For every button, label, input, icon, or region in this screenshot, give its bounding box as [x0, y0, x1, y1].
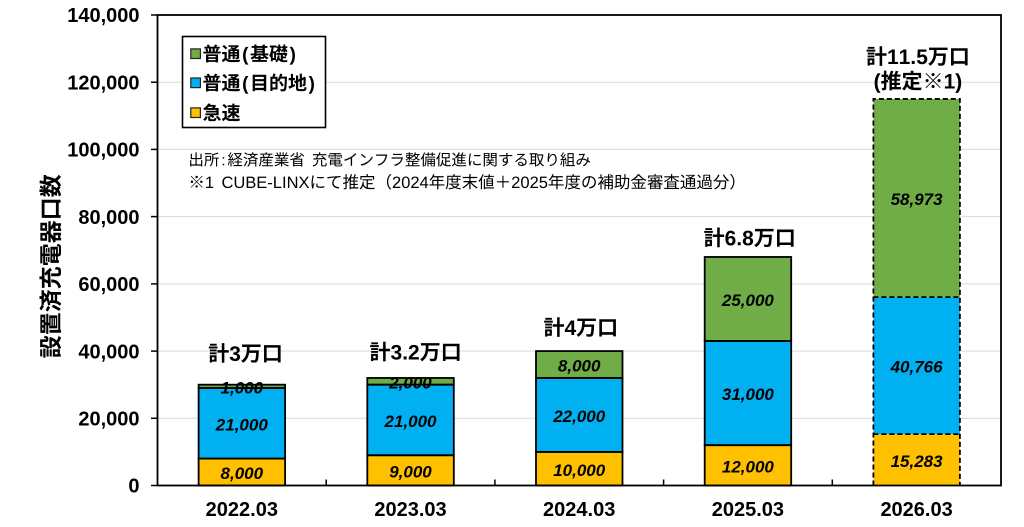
svg-text:0: 0 [128, 476, 139, 498]
svg-text:140,000: 140,000 [67, 5, 139, 27]
svg-text:10,000: 10,000 [553, 461, 606, 480]
svg-text:9,000: 9,000 [389, 463, 432, 482]
svg-text:1,000: 1,000 [221, 379, 264, 398]
svg-text:22,000: 22,000 [552, 407, 606, 426]
svg-text:100,000: 100,000 [67, 140, 139, 162]
svg-text:2024.03: 2024.03 [543, 499, 615, 521]
svg-text:15,283: 15,283 [891, 452, 944, 471]
svg-text:2,000: 2,000 [388, 373, 432, 392]
svg-text:2025.03: 2025.03 [712, 499, 784, 521]
svg-text:31,000: 31,000 [722, 385, 775, 404]
svg-text:2026.03: 2026.03 [880, 499, 952, 521]
svg-text:2023.03: 2023.03 [374, 499, 446, 521]
svg-text:21,000: 21,000 [215, 415, 269, 434]
svg-text:40,000: 40,000 [78, 341, 139, 363]
svg-text:12,000: 12,000 [722, 457, 775, 476]
svg-text:21,000: 21,000 [384, 412, 438, 431]
svg-text:8,000: 8,000 [221, 464, 264, 483]
svg-text:20,000: 20,000 [78, 409, 139, 431]
svg-text:60,000: 60,000 [78, 274, 139, 296]
svg-text:58,973: 58,973 [891, 190, 944, 209]
svg-text:8,000: 8,000 [558, 357, 601, 376]
svg-text:40,766: 40,766 [890, 358, 944, 377]
svg-text:25,000: 25,000 [721, 291, 775, 310]
svg-text:80,000: 80,000 [78, 207, 139, 229]
svg-text:120,000: 120,000 [67, 72, 139, 94]
svg-text:2022.03: 2022.03 [206, 499, 278, 521]
